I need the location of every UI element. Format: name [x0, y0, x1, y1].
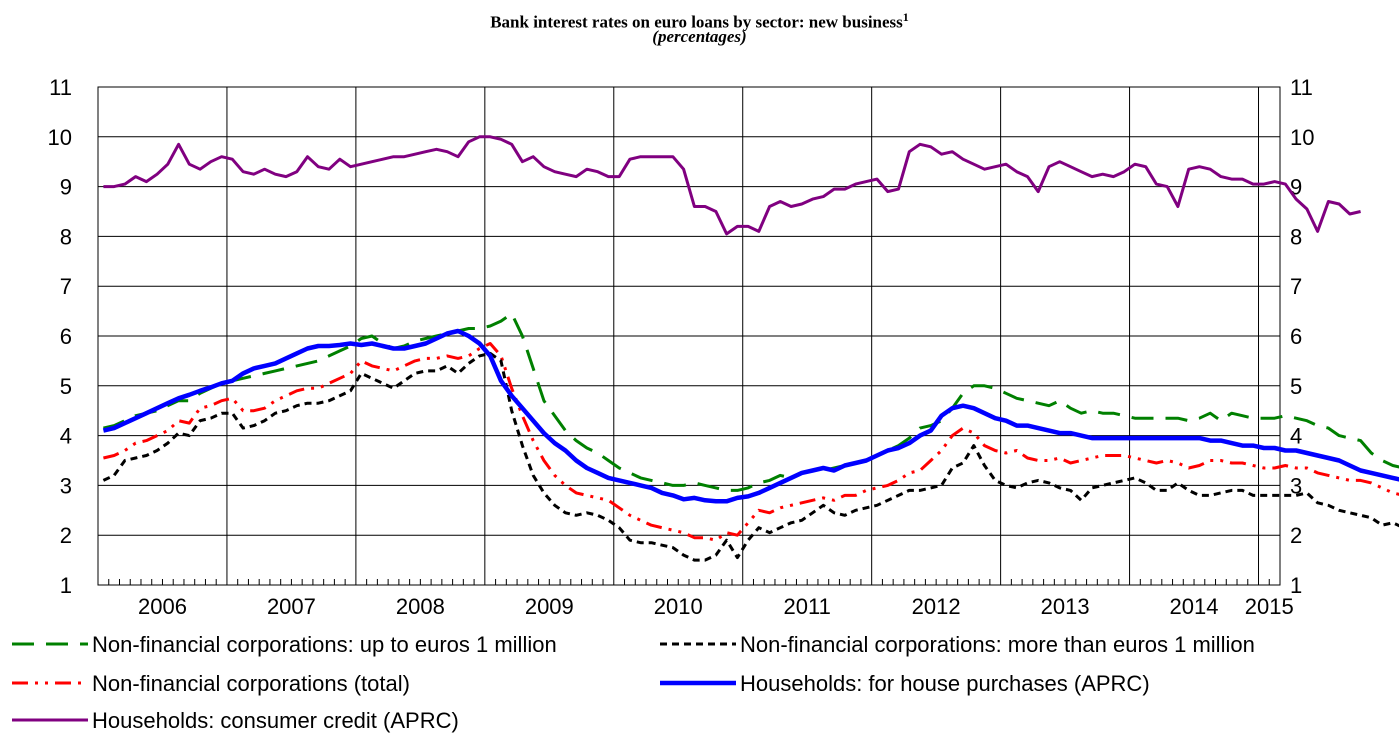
series-lines — [102, 135, 1399, 562]
x-tick-label: 2010 — [654, 594, 703, 619]
series-line-4 — [102, 328, 1399, 504]
chart-title: Bank interest rates on euro loans by sec… — [0, 6, 1399, 34]
grid-lines — [98, 87, 1280, 585]
y-tick-label-left: 2 — [60, 523, 72, 548]
y-tick-label-right: 8 — [1290, 224, 1302, 249]
y-tick-label-right: 1 — [1290, 573, 1302, 598]
y-tick-label-right: 7 — [1290, 274, 1302, 299]
y-tick-label-left: 11 — [49, 75, 72, 100]
y-tick-label-right: 10 — [1290, 125, 1314, 150]
y-tick-label-right: 2 — [1290, 523, 1302, 548]
x-tick-label: 2007 — [267, 594, 316, 619]
series-line-5 — [103, 135, 1361, 236]
y-tick-label-right: 6 — [1290, 324, 1302, 349]
legend-label-2: Non-financial corporations: more than eu… — [740, 632, 1255, 657]
y-tick-label-right: 5 — [1290, 374, 1302, 399]
series-line-1 — [103, 312, 1399, 492]
y-tick-label-left: 4 — [60, 424, 72, 449]
x-tick-label: 2009 — [525, 594, 574, 619]
x-tick-label: 2006 — [138, 594, 187, 619]
y-tick-label-left: 10 — [48, 125, 72, 150]
y-tick-label-left: 1 — [60, 573, 72, 598]
y-tick-label-right: 3 — [1290, 473, 1302, 498]
y-tick-label-left: 6 — [60, 324, 72, 349]
x-axis-ticks: 2006 2007 2008 2009 2010 2011 2012 2013 2014 2015 — [108, 579, 1294, 619]
chart-title-text: Bank interest rates on euro loans by sec… — [490, 12, 903, 32]
x-tick-label: 2014 — [1170, 594, 1219, 619]
legend-label-3: Non-financial corporations (total) — [92, 671, 410, 696]
chart-subtitle: (percentages) — [652, 27, 747, 46]
legend-label-4: Households: for house purchases (APRC) — [740, 671, 1150, 696]
x-tick-label: 2008 — [396, 594, 445, 619]
y-tick-label-right: 11 — [1290, 75, 1313, 100]
x-tick-label: 2013 — [1041, 594, 1090, 619]
y-tick-label-left: 7 — [60, 274, 72, 299]
x-tick-label: 2011 — [784, 594, 831, 619]
legend-label-5: Households: consumer credit (APRC) — [92, 708, 459, 733]
series-line-3 — [103, 342, 1399, 542]
y-tick-label-left: 8 — [60, 224, 72, 249]
x-tick-label: 2012 — [912, 594, 961, 619]
legend-label-1: Non-financial corporations: up to euros … — [92, 632, 557, 657]
y-tick-label-left: 5 — [60, 374, 72, 399]
legend: Non-financial corporations: up to euros … — [12, 632, 1255, 733]
y-tick-label-right: 4 — [1290, 424, 1302, 449]
y-tick-label-left: 3 — [60, 473, 72, 498]
series-line-2 — [102, 351, 1399, 562]
title-footnote: 1 — [902, 10, 909, 24]
x-tick-label: 2015 — [1245, 594, 1294, 619]
y-tick-label-right: 9 — [1290, 175, 1302, 200]
y-tick-label-left: 9 — [60, 175, 72, 200]
